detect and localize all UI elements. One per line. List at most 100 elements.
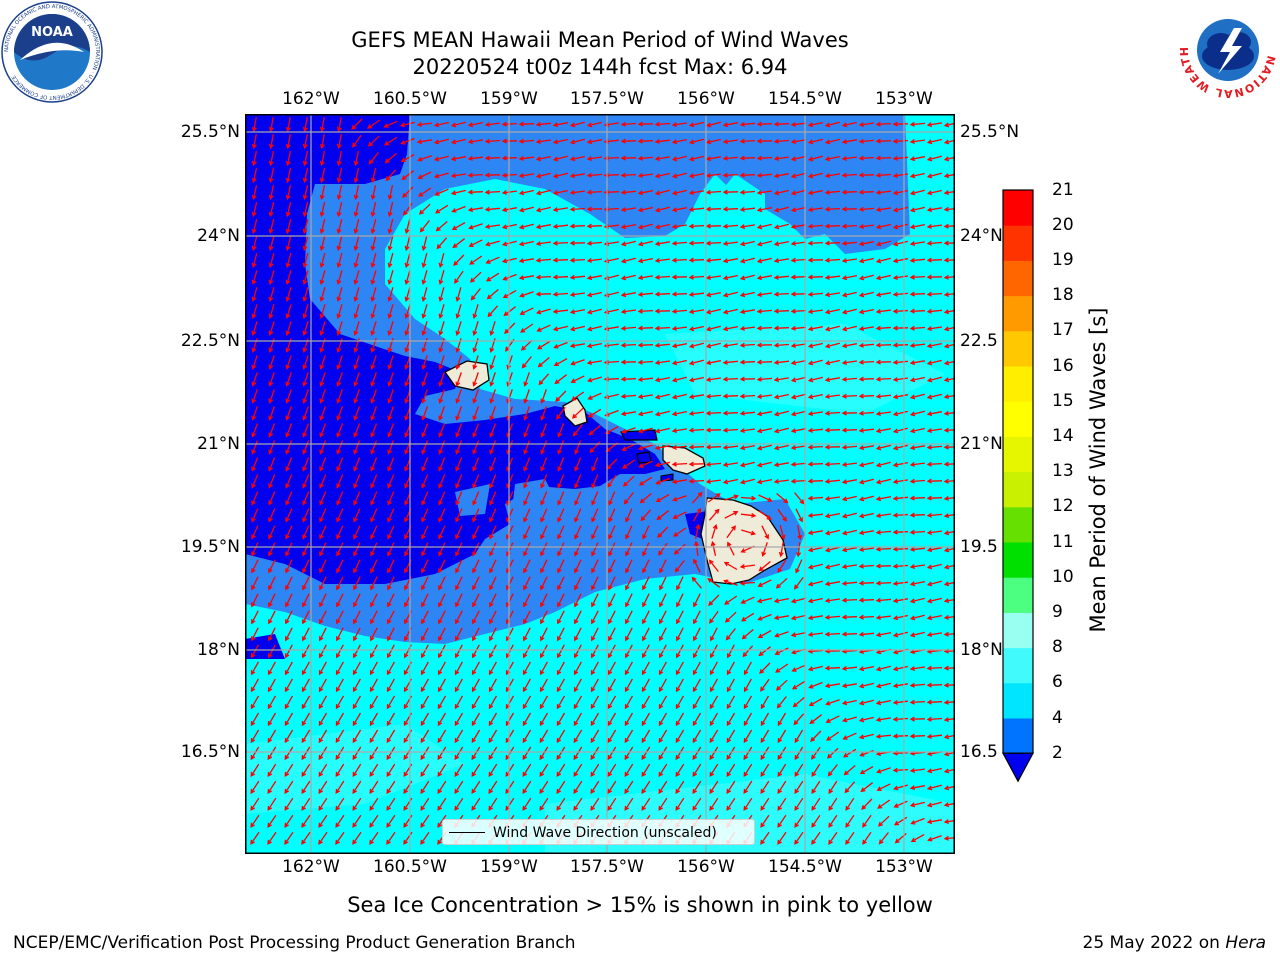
wave-direction-arrow — [369, 763, 379, 777]
wave-direction-arrow — [285, 542, 293, 556]
wave-direction-arrow — [760, 780, 770, 794]
wave-direction-arrow — [621, 343, 637, 347]
wave-direction-arrow — [741, 529, 755, 535]
wave-direction-arrowhead — [675, 720, 681, 727]
wave-direction-arrowhead — [625, 653, 630, 659]
wave-direction-arrowhead — [807, 547, 814, 553]
wave-direction-arrowhead — [799, 499, 805, 505]
wave-direction-arrow — [523, 440, 531, 454]
wave-direction-arrowhead — [875, 513, 882, 519]
wave-direction-arrow — [405, 270, 411, 284]
wave-direction-arrow — [337, 168, 343, 182]
wave-direction-arrowhead — [485, 276, 492, 282]
wave-direction-arrow — [285, 576, 293, 590]
wave-direction-arrow — [792, 172, 806, 178]
colorbar-segment — [1003, 260, 1033, 297]
wave-direction-arrowhead — [285, 398, 291, 404]
wave-direction-arrow — [367, 119, 381, 129]
wave-direction-arrowhead — [539, 737, 545, 744]
wave-direction-arrowhead — [637, 241, 644, 247]
wave-direction-arrowhead — [335, 839, 340, 845]
wave-direction-arrowhead — [641, 754, 647, 761]
wave-direction-arrowhead — [352, 788, 358, 795]
wave-direction-arrowhead — [502, 276, 508, 281]
wave-direction-arrowhead — [909, 733, 915, 739]
wave-direction-arrowhead — [455, 415, 461, 421]
wave-direction-arrowhead — [780, 534, 786, 541]
wave-direction-arrow — [945, 360, 955, 365]
wave-direction-arrowhead — [284, 704, 290, 710]
wave-direction-arrow — [641, 746, 651, 760]
wave-direction-arrowhead — [268, 534, 273, 540]
wave-direction-arrow — [540, 678, 548, 692]
wave-direction-arrow — [574, 542, 582, 556]
wave-direction-arrowhead — [943, 513, 950, 519]
wave-direction-arrowhead — [875, 275, 882, 281]
wave-direction-arrow — [910, 156, 926, 160]
wave-direction-arrowhead — [438, 483, 443, 489]
wave-direction-arrowhead — [841, 427, 847, 433]
wave-direction-arrowhead — [503, 311, 509, 317]
wave-direction-arrowhead — [535, 139, 542, 145]
wave-direction-arrow — [808, 480, 824, 482]
wave-direction-arrow — [859, 308, 875, 314]
wave-direction-arrowhead — [776, 703, 782, 709]
wave-direction-arrow — [774, 310, 790, 312]
wave-direction-arrow — [302, 406, 310, 420]
wave-direction-arrowhead — [739, 258, 746, 264]
wave-direction-arrowhead — [861, 805, 867, 810]
wave-direction-arrowhead — [403, 771, 409, 778]
wave-direction-arrow — [252, 389, 258, 403]
wave-direction-arrowhead — [438, 602, 443, 608]
wave-direction-arrow — [860, 224, 874, 228]
wave-direction-arrowhead — [844, 788, 850, 794]
wave-direction-arrow — [673, 172, 687, 178]
wave-direction-arrow — [252, 355, 258, 369]
wave-direction-arrowhead — [654, 308, 660, 314]
wave-direction-arrow — [775, 223, 789, 229]
wave-direction-arrowhead — [267, 704, 273, 710]
wave-direction-arrow — [810, 730, 822, 742]
wave-direction-arrowhead — [251, 551, 256, 557]
wave-direction-arrow — [371, 321, 377, 335]
wave-direction-arrow — [336, 678, 344, 692]
wave-direction-arrowhead — [302, 279, 308, 285]
wave-direction-arrowhead — [518, 275, 525, 281]
wave-direction-arrow — [842, 649, 858, 653]
wave-direction-arrowhead — [642, 619, 647, 625]
wave-direction-arrowhead — [774, 650, 780, 655]
wave-direction-arrowhead — [722, 462, 729, 468]
wave-direction-arrowhead — [387, 279, 393, 285]
wave-direction-arrowhead — [858, 172, 864, 178]
wave-direction-arrow — [388, 389, 394, 403]
wave-direction-arrowhead — [756, 258, 763, 264]
wave-direction-arrowhead — [586, 139, 593, 145]
wave-direction-arrow — [571, 190, 585, 194]
wave-direction-arrowhead — [319, 126, 325, 133]
wave-direction-arrowhead — [943, 581, 950, 587]
wave-direction-arrow — [386, 695, 396, 709]
wave-direction-arrow — [320, 389, 326, 403]
wave-direction-arrowhead — [404, 262, 410, 269]
wave-direction-arrow — [791, 309, 807, 313]
wave-direction-arrowhead — [268, 313, 274, 320]
wave-direction-arrow — [893, 531, 909, 533]
wave-direction-arrow — [472, 440, 480, 454]
wave-direction-arrowhead — [624, 788, 630, 795]
wave-direction-arrowhead — [438, 347, 444, 353]
wave-direction-arrow — [843, 156, 857, 160]
wave-direction-arrow — [723, 462, 739, 466]
wave-direction-arrow — [268, 559, 276, 573]
wave-direction-arrowhead — [909, 325, 915, 331]
wave-direction-arrowhead — [484, 206, 490, 212]
wave-direction-arrowhead — [370, 636, 375, 642]
wave-direction-arrow — [421, 440, 429, 454]
wave-direction-arrowhead — [807, 598, 814, 604]
wave-direction-arrow — [944, 837, 955, 840]
wave-direction-arrow — [353, 423, 361, 437]
wave-direction-arrowhead — [369, 805, 374, 811]
wave-direction-arrow — [607, 797, 617, 811]
wave-direction-arrowhead — [757, 616, 763, 621]
wave-direction-arrowhead — [284, 720, 290, 727]
wave-direction-arrow — [859, 632, 875, 636]
